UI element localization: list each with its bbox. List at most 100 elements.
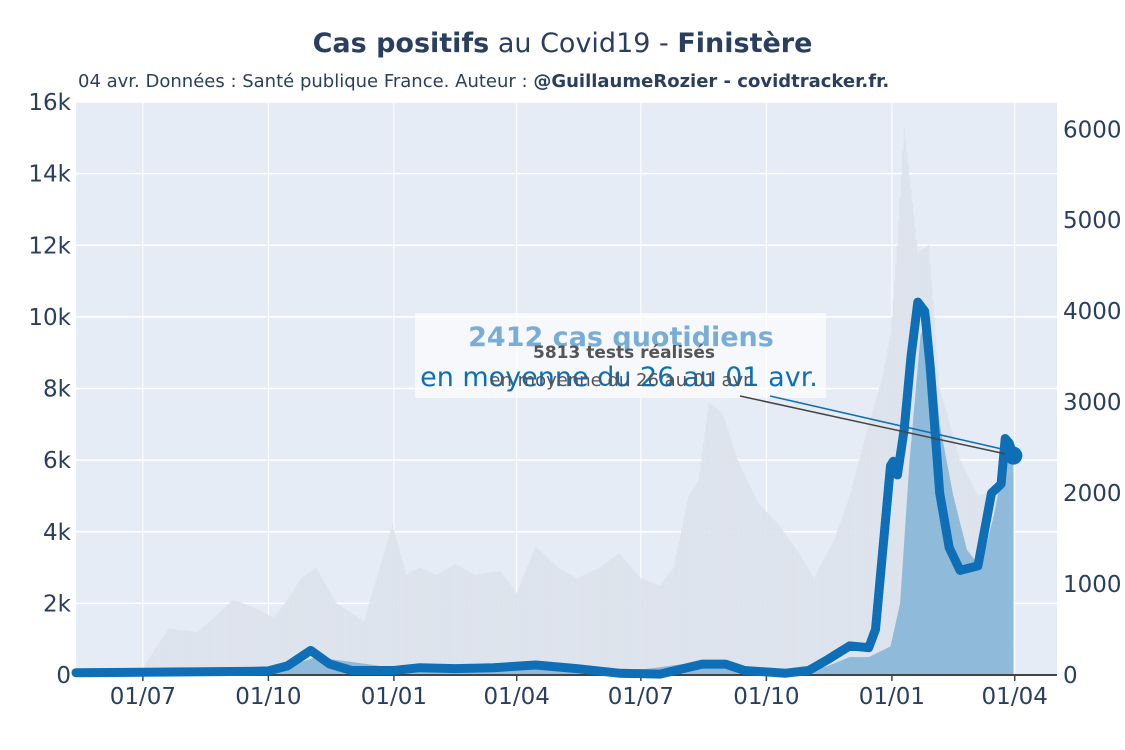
tests-bar bbox=[802, 560, 804, 675]
tests-bar bbox=[477, 574, 480, 675]
tests-bar bbox=[256, 609, 259, 675]
tests-bar bbox=[801, 557, 803, 675]
tests-bar bbox=[168, 628, 170, 675]
tests-bar bbox=[502, 574, 504, 675]
tests-bar bbox=[670, 571, 672, 675]
tests-bar bbox=[700, 461, 702, 675]
tests-bar bbox=[466, 570, 469, 675]
tests-bar bbox=[712, 406, 714, 675]
tests-bar bbox=[507, 581, 510, 675]
tests-bar bbox=[275, 614, 278, 675]
tests-bar bbox=[155, 647, 158, 675]
tests-bar bbox=[322, 579, 324, 675]
tests-bar bbox=[548, 559, 551, 675]
tests-bar bbox=[415, 569, 417, 675]
tests-bar bbox=[584, 574, 586, 675]
tests-bar bbox=[689, 493, 691, 675]
tests-bar bbox=[846, 503, 848, 675]
tests-bar bbox=[731, 443, 733, 675]
tests-bar bbox=[629, 565, 631, 675]
tests-bar bbox=[434, 574, 436, 675]
tests-bar bbox=[356, 616, 358, 675]
tests-bar bbox=[236, 601, 238, 675]
tests-bar bbox=[162, 636, 164, 675]
tests-bar bbox=[226, 605, 229, 675]
tests-bar bbox=[451, 565, 454, 675]
tests-bar bbox=[390, 529, 392, 675]
tests-bar bbox=[652, 582, 654, 675]
tests-bar bbox=[249, 606, 252, 675]
tests-bar bbox=[813, 578, 815, 675]
tests-bar bbox=[585, 573, 587, 675]
tests-bar bbox=[662, 581, 664, 675]
tests-bar bbox=[659, 585, 661, 675]
tests-bar bbox=[588, 572, 590, 675]
tests-bar bbox=[861, 449, 863, 675]
tests-bar bbox=[214, 616, 216, 675]
tests-bar bbox=[479, 573, 481, 675]
tests-bar bbox=[401, 559, 403, 675]
annotation-arrow-tests bbox=[739, 395, 1014, 457]
tests-bar bbox=[577, 577, 579, 675]
tests-bar bbox=[847, 499, 849, 675]
tests-bar bbox=[521, 579, 523, 675]
tests-bar bbox=[854, 475, 856, 675]
tests-bar bbox=[675, 554, 678, 675]
tests-bar bbox=[247, 605, 249, 675]
tests-bar bbox=[202, 627, 204, 675]
tests-bar bbox=[297, 582, 300, 675]
tests-bar bbox=[262, 611, 264, 675]
tests-bar bbox=[510, 585, 512, 675]
x-tick-label: 01/04 bbox=[484, 684, 550, 710]
tests-bar bbox=[367, 607, 369, 675]
tests-bar bbox=[722, 413, 724, 675]
tests-bar bbox=[539, 550, 541, 675]
tests-bar bbox=[591, 571, 593, 675]
tests-bar bbox=[159, 640, 162, 675]
tests-bar bbox=[563, 571, 566, 675]
tests-bar bbox=[342, 607, 345, 675]
tests-bar bbox=[589, 571, 592, 675]
x-tick-label: 01/07 bbox=[608, 684, 674, 710]
tests-bar bbox=[809, 571, 811, 675]
tests-bar bbox=[551, 562, 553, 675]
tests-bar bbox=[424, 569, 426, 675]
tests-bar bbox=[859, 455, 862, 675]
tests-bar bbox=[843, 511, 845, 675]
tests-bar bbox=[405, 574, 407, 675]
tests-bar bbox=[870, 415, 873, 675]
tests-bar bbox=[634, 572, 637, 675]
tests-bar bbox=[359, 618, 361, 675]
tests-bar bbox=[436, 573, 439, 675]
tests-bar bbox=[260, 611, 263, 675]
tests-bar bbox=[183, 630, 185, 675]
tests-bar bbox=[780, 528, 783, 675]
last-value-marker bbox=[1004, 446, 1023, 465]
tests-bar bbox=[637, 575, 639, 675]
tests-bar bbox=[361, 620, 364, 675]
tests-bar bbox=[435, 574, 437, 675]
tests-bar bbox=[720, 412, 723, 675]
tests-bar bbox=[462, 568, 465, 675]
y-left-tick-label: 0 bbox=[56, 663, 71, 689]
tests-bar bbox=[686, 502, 688, 675]
tests-bar bbox=[341, 606, 343, 675]
tests-bar bbox=[713, 407, 716, 675]
tests-bar bbox=[501, 572, 503, 675]
tests-bar bbox=[198, 630, 200, 675]
tests-bar bbox=[696, 483, 698, 675]
tests-bar bbox=[378, 570, 380, 675]
tests-bar bbox=[795, 549, 798, 675]
y-right-tick-label: 2000 bbox=[1063, 481, 1122, 507]
tests-bar bbox=[327, 589, 330, 675]
tests-bar bbox=[607, 561, 609, 675]
tests-bar bbox=[300, 578, 302, 675]
tests-bar bbox=[203, 626, 205, 675]
tests-bar bbox=[293, 589, 295, 675]
y-left-tick-label: 14k bbox=[28, 162, 71, 188]
tests-bar bbox=[908, 177, 911, 675]
tests-bar bbox=[408, 573, 410, 675]
tests-bar bbox=[728, 434, 731, 675]
tests-bar bbox=[363, 621, 365, 675]
tests-bar bbox=[641, 578, 643, 675]
